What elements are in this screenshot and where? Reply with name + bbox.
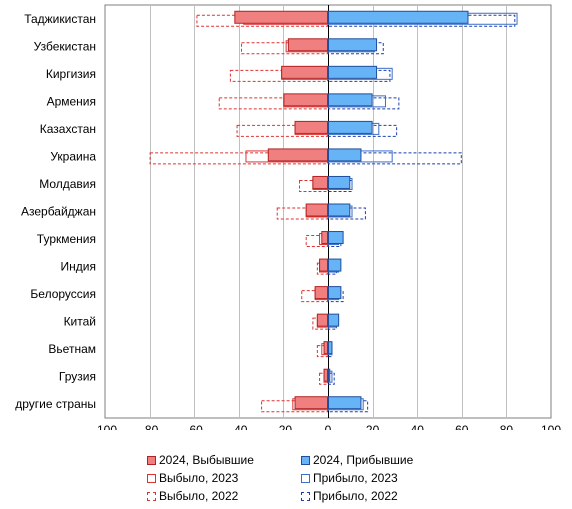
bar-inflow-2024 [328,341,333,355]
bar-outflow-2022 [299,179,329,192]
legend-item: Выбыло, 2022 [147,489,238,503]
bar-inflow-2022 [328,14,516,27]
bar-inflow-2024 [328,258,342,272]
category-label: Молдавия [39,177,96,191]
bar-inflow-2024 [328,120,373,134]
bar-inflow-2024 [328,148,362,162]
legend-label: 2024, Выбывшие [159,453,254,467]
x-tick-label: 40 [411,423,425,430]
bar-inflow-2024 [328,203,351,217]
bar-outflow-2024 [283,93,328,107]
category-label: Индия [61,260,96,274]
x-tick-label: 100 [541,423,561,430]
legend-item: 2024, Прибывшие [301,453,413,467]
category-label: Казахстан [40,122,96,136]
bar-inflow-2024 [328,93,373,107]
legend-item: Выбыло, 2023 [147,471,238,485]
chart-svg: Таджикистан Узбекистан Киргизия Армения Каза… [15,4,561,455]
bar-inflow-2024 [328,38,378,52]
category-label: другие страны [15,397,96,411]
category-label: Узбекистан [34,39,96,53]
legend: 2024, Выбывшие 2024, Прибывшие Выбыло, 202… [147,453,447,507]
category-label: Белоруссия [30,287,96,301]
bar-inflow-2024 [328,231,344,245]
x-tick-label: 20 [366,423,380,430]
legend-swatch [147,491,156,501]
legend-swatch [147,455,156,465]
category-label: Азербайджан [21,205,96,219]
category-label: Вьетнам [48,342,96,356]
bar-outflow-2024 [287,38,328,52]
bar-outflow-2024 [294,120,328,134]
bar-inflow-2024 [328,175,351,189]
bar-outflow-2024 [323,341,329,355]
x-tick-label: 80 [500,423,514,430]
bar-outflow-2024 [319,258,328,272]
bar-outflow-2024 [316,313,329,327]
bar-outflow-2024 [294,396,328,410]
bar-inflow-2024 [328,368,331,382]
bar-inflow-2024 [328,10,469,24]
category-label: Туркмения [37,232,96,246]
bar-inflow-2024 [328,286,342,300]
x-tick-label: -40 [230,423,248,430]
legend-label: Выбыло, 2023 [159,471,239,485]
bar-outflow-2024 [314,286,328,300]
legend-swatch [301,455,310,465]
legend-label: Прибыло, 2023 [313,471,398,485]
bar-inflow-2024 [328,396,362,410]
bar-inflow-2024 [328,313,340,327]
category-label: Киргизия [46,67,96,81]
legend-swatch [301,473,310,483]
legend-item: 2024, Выбывшие [147,453,254,467]
x-tick-label: 0 [325,423,332,430]
legend-label: 2024, Прибывшие [313,453,414,467]
bar-outflow-2024 [321,231,328,245]
bar-outflow-2024 [281,65,329,79]
category-label: Таджикистан [24,12,96,26]
legend-swatch [147,473,156,483]
legend-item: Прибыло, 2023 [301,471,398,485]
bar-inflow-2024 [328,65,378,79]
x-tick-label: -100 [93,423,117,430]
legend-item: Прибыло, 2022 [301,489,398,503]
legend-swatch [301,491,310,501]
bar-outflow-2024 [323,368,329,382]
bar-outflow-2024 [267,148,329,162]
x-tick-label: -60 [186,423,204,430]
x-tick-label: -80 [141,423,159,430]
x-tick-label: -20 [275,423,293,430]
x-tick-label: 60 [455,423,469,430]
legend-label: Прибыло, 2022 [313,489,398,503]
bar-outflow-2024 [305,203,329,217]
category-label: Китай [64,315,96,329]
category-label: Грузия [59,370,96,384]
bar-outflow-2024 [234,10,328,24]
category-label: Армения [47,94,96,108]
category-label: Украина [50,149,96,163]
bar-outflow-2024 [312,175,329,189]
legend-label: Выбыло, 2022 [159,489,239,503]
bar-outflow-2022 [319,372,328,385]
